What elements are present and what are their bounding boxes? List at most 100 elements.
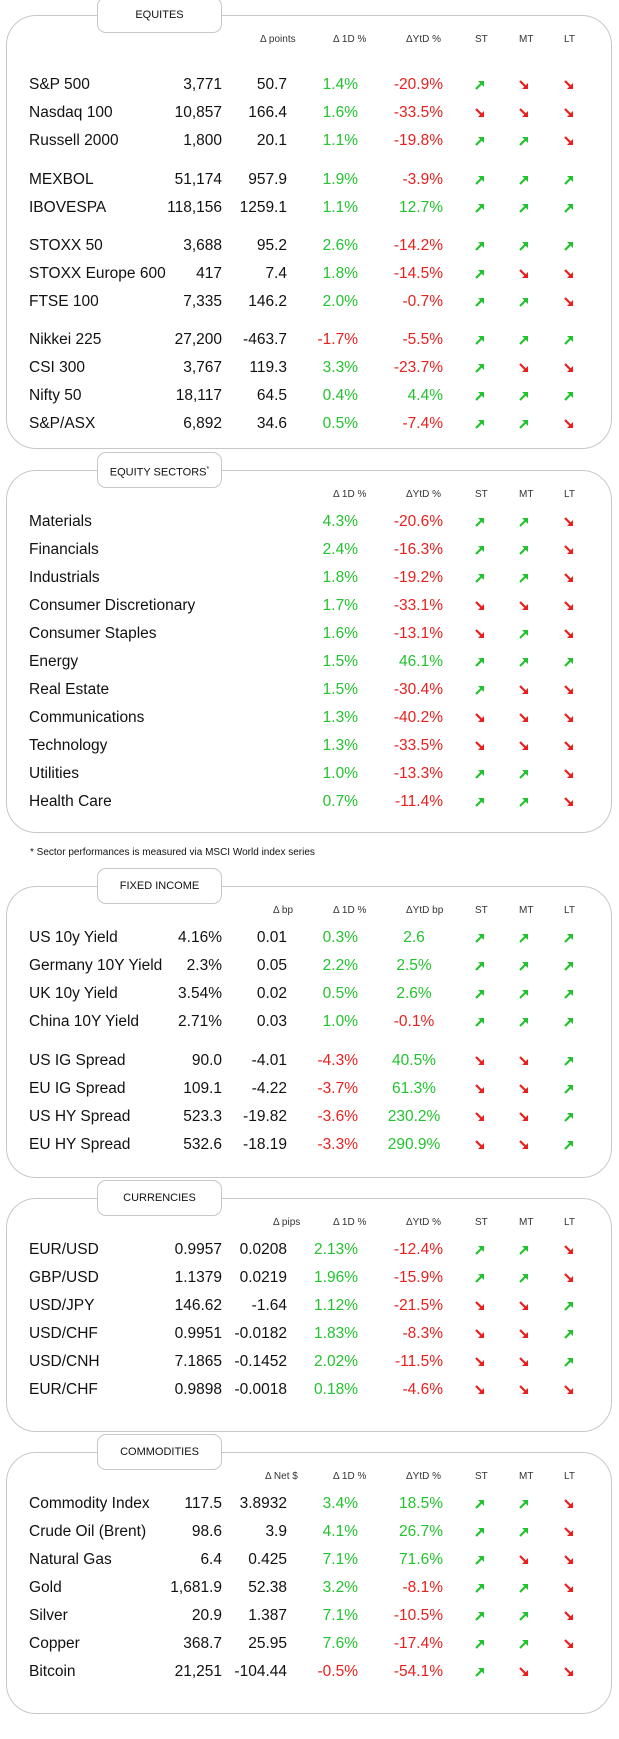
row-1d-change: -0.5% (317, 1663, 359, 1680)
row-change: 3.8932 (239, 1495, 287, 1512)
row-1d-change: 1.0% (322, 1013, 358, 1030)
row-name: USD/JPY (29, 1297, 95, 1314)
trend-mt-arrow-up-icon (517, 134, 531, 148)
row-1d-change: 1.8% (322, 265, 358, 282)
table-row: Consumer Staples 1.6% -13.1% (7, 620, 611, 648)
row-name: Russell 2000 (29, 132, 119, 149)
trend-mt-arrow-down-icon (517, 106, 531, 120)
trend-st-arrow-up-icon (473, 1553, 487, 1567)
trend-mt-arrow-up-icon (517, 1609, 531, 1623)
row-name: China 10Y Yield (29, 1013, 140, 1030)
row-change: 0.0219 (239, 1269, 287, 1286)
row-1d-change: 2.4% (322, 541, 358, 558)
trend-st-arrow-down-icon (473, 1082, 487, 1096)
trend-mt-arrow-up-icon (517, 655, 531, 669)
trend-mt-arrow-down-icon (517, 361, 531, 375)
row-ytd-change: -10.5% (393, 1607, 443, 1624)
row-value: 0.9951 (174, 1325, 222, 1342)
row-1d-change: 1.8% (322, 569, 358, 586)
trend-st-arrow-up-icon (473, 987, 487, 1001)
trend-mt-arrow-up-icon (517, 1243, 531, 1257)
table-row: Health Care 0.7% -11.4% (7, 788, 611, 816)
table-row: EU HY Spread 532.6 -18.19 -3.3% 290.9% (7, 1131, 611, 1159)
trend-mt-arrow-up-icon (517, 959, 531, 973)
row-ytd-change: -19.2% (393, 569, 443, 586)
row-ytd-change: -30.4% (393, 681, 443, 698)
trend-lt-arrow-down-icon (562, 795, 576, 809)
trend-lt-arrow-down-icon (562, 1497, 576, 1511)
row-change: -0.0182 (234, 1325, 287, 1342)
row-value: 3.54% (178, 985, 222, 1002)
row-value: 0.9957 (174, 1241, 222, 1258)
header-ytd: ΔYtD % (406, 1471, 442, 1482)
row-ytd-change: 71.6% (399, 1551, 443, 1568)
trend-st-arrow-up-icon (473, 295, 487, 309)
row-1d-change: 3.2% (322, 1579, 358, 1596)
header-ytd: ΔYtD % (406, 34, 442, 45)
trend-lt-arrow-down-icon (562, 361, 576, 375)
trend-st-arrow-down-icon (473, 627, 487, 641)
trend-mt-arrow-down-icon (517, 1054, 531, 1068)
row-1d-change: 2.02% (314, 1353, 358, 1370)
trend-lt-arrow-up-icon (562, 1015, 576, 1029)
trend-st-arrow-down-icon (473, 1299, 487, 1313)
table-row: Nikkei 225 27,200 -463.7 -1.7% -5.5% (7, 326, 611, 354)
table-row: Energy 1.5% 46.1% (7, 648, 611, 676)
trend-st-arrow-down-icon (473, 599, 487, 613)
trend-st-arrow-up-icon (473, 683, 487, 697)
table-row: Germany 10Y Yield 2.3% 0.05 2.2% 2.5% (7, 952, 611, 980)
trend-st-arrow-up-icon (473, 267, 487, 281)
row-change: -18.19 (243, 1136, 287, 1153)
row-1d-change: 1.5% (322, 653, 358, 670)
trend-lt-arrow-down-icon (562, 1383, 576, 1397)
header-change: Δ pips (273, 1217, 301, 1228)
trend-mt-arrow-down-icon (517, 1082, 531, 1096)
row-value: 7.1865 (174, 1353, 222, 1370)
trend-lt-arrow-up-icon (562, 389, 576, 403)
table-row: US 10y Yield 4.16% 0.01 0.3% 2.6 (7, 924, 611, 952)
row-name: Germany 10Y Yield (29, 957, 163, 974)
trend-st-arrow-up-icon (473, 543, 487, 557)
row-ytd-change: -20.6% (393, 513, 443, 530)
trend-lt-arrow-down-icon (562, 1665, 576, 1679)
currencies-title-text: CURRENCIES (123, 1192, 196, 1204)
fixed-income-panel: FIXED INCOME Δ bp Δ 1D % ΔYtD bp ST MT L… (6, 868, 612, 1178)
row-change: -104.44 (234, 1663, 287, 1680)
row-change: 0.03 (256, 1013, 287, 1030)
row-1d-change: -4.3% (317, 1052, 359, 1069)
trend-st-arrow-up-icon (473, 515, 487, 529)
fixed-income-title: FIXED INCOME (97, 868, 222, 904)
row-1d-change: 1.6% (322, 104, 358, 121)
row-name: Health Care (29, 793, 112, 810)
trend-lt-arrow-up-icon (562, 1327, 576, 1341)
trend-mt-arrow-up-icon (517, 1637, 531, 1651)
row-1d-change: 1.0% (322, 765, 358, 782)
trend-st-arrow-up-icon (473, 795, 487, 809)
trend-st-arrow-up-icon (473, 361, 487, 375)
table-row: Gold 1,681.9 52.38 3.2% -8.1% (7, 1574, 611, 1602)
table-row: Nifty 50 18,117 64.5 0.4% 4.4% (7, 382, 611, 410)
header-mt: MT (519, 489, 534, 500)
commodities-title-text: COMMODITIES (120, 1446, 199, 1458)
table-row: S&P 500 3,771 50.7 1.4% -20.9% (7, 71, 611, 99)
trend-mt-arrow-up-icon (517, 795, 531, 809)
table-row: USD/CHF 0.9951 -0.0182 1.83% -8.3% (7, 1320, 611, 1348)
row-ytd-change: 26.7% (399, 1523, 443, 1540)
trend-lt-arrow-up-icon (562, 1355, 576, 1369)
trend-st-arrow-up-icon (473, 417, 487, 431)
row-1d-change: 3.3% (322, 359, 358, 376)
trend-st-arrow-up-icon (473, 1015, 487, 1029)
row-name: IBOVESPA (29, 199, 107, 216)
trend-st-arrow-down-icon (473, 711, 487, 725)
row-ytd-change: -0.7% (402, 293, 444, 310)
row-name: EU HY Spread (29, 1136, 131, 1153)
table-row: China 10Y Yield 2.71% 0.03 1.0% -0.1% (7, 1008, 611, 1036)
trend-mt-arrow-up-icon (517, 389, 531, 403)
row-change: -0.1452 (234, 1353, 287, 1370)
row-name: Financials (29, 541, 99, 558)
trend-lt-arrow-up-icon (562, 931, 576, 945)
row-name: USD/CNH (29, 1353, 100, 1370)
table-row: Materials 4.3% -20.6% (7, 508, 611, 536)
table-row: Utilities 1.0% -13.3% (7, 760, 611, 788)
header-change: Δ points (260, 34, 296, 45)
